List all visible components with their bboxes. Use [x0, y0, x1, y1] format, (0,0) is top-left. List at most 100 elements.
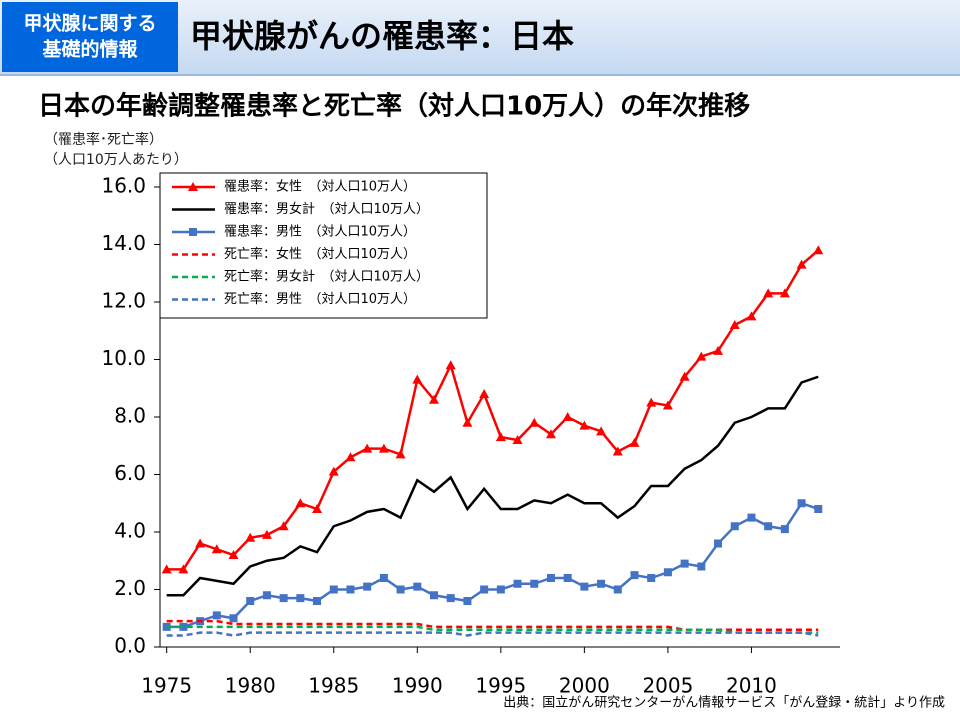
point	[714, 539, 723, 548]
point	[178, 564, 189, 574]
point	[696, 351, 707, 361]
series-line	[166, 619, 819, 631]
x-tick-label: 1995	[475, 674, 526, 698]
y-tick-label: 16.0	[101, 174, 146, 198]
point	[646, 397, 657, 407]
series-line	[166, 501, 819, 629]
y-tick-label: 8.0	[114, 404, 146, 428]
point	[463, 597, 472, 605]
badge	[2, 2, 178, 72]
point	[797, 499, 806, 508]
point	[596, 426, 607, 436]
y-axis-label: （人口10万人あたり）	[44, 152, 188, 168]
point	[729, 320, 740, 329]
point	[563, 574, 572, 582]
point	[579, 420, 590, 430]
legend-label: 死亡率：男性 （対人口10万人）	[224, 291, 416, 307]
point	[480, 585, 489, 594]
series-line	[166, 249, 820, 571]
point	[629, 437, 640, 447]
point	[479, 389, 490, 398]
point	[580, 582, 589, 591]
legend-marker	[188, 182, 198, 191]
point	[445, 360, 456, 370]
source-note: 出典：国立がん研究センターがん情報サービス「がん登録・統計」より作成	[503, 695, 945, 711]
point	[746, 311, 757, 321]
point	[713, 345, 724, 355]
y-tick-label: 2.0	[114, 576, 146, 600]
point	[513, 579, 522, 588]
point	[680, 559, 689, 568]
series-line	[166, 375, 819, 597]
point	[345, 452, 356, 462]
point	[195, 538, 206, 548]
point	[246, 597, 255, 605]
point	[496, 585, 505, 594]
x-tick-label: 2000	[559, 674, 610, 698]
legend-label: 死亡率：女性 （対人口10万人）	[224, 246, 416, 262]
point	[396, 585, 405, 594]
point	[730, 522, 739, 531]
badge-line: 基礎的情報	[41, 38, 138, 61]
point	[212, 611, 221, 620]
point	[295, 498, 306, 508]
series-line	[166, 625, 819, 634]
point	[679, 371, 690, 381]
point	[546, 574, 555, 582]
point	[630, 571, 639, 580]
point	[796, 259, 807, 269]
point	[329, 585, 338, 594]
point	[245, 532, 256, 542]
y-tick-label: 0.0	[114, 634, 146, 658]
point	[530, 579, 539, 588]
point	[363, 582, 372, 591]
point	[179, 622, 188, 631]
point	[597, 579, 606, 588]
point	[613, 585, 622, 594]
point	[764, 522, 773, 531]
chart-title: 日本の年齢調整罹患率と死亡率（対人口10万人）の年次推移	[38, 91, 750, 122]
point	[312, 504, 323, 513]
point	[747, 513, 756, 522]
point	[261, 529, 272, 539]
point	[278, 521, 289, 531]
point	[346, 585, 355, 594]
point	[495, 432, 506, 442]
point	[228, 550, 239, 559]
point	[663, 568, 672, 577]
y-tick-label: 4.0	[114, 519, 146, 543]
legend-label: 罹患率：男女計 （対人口10万人）	[224, 201, 429, 217]
y-tick-label: 10.0	[101, 346, 146, 370]
point	[662, 400, 673, 410]
point	[313, 597, 322, 605]
y-axis-label: （罹患率･死亡率）	[44, 131, 163, 148]
series-line	[166, 631, 819, 637]
point	[779, 288, 790, 298]
point	[562, 412, 573, 421]
point	[814, 505, 823, 513]
point	[529, 417, 540, 427]
point	[378, 443, 389, 453]
legend-label: 罹患率：男性 （対人口10万人）	[224, 224, 416, 240]
point	[462, 417, 473, 427]
x-tick-label: 1975	[141, 674, 192, 698]
y-tick-label: 14.0	[101, 231, 146, 255]
point	[813, 245, 824, 255]
point	[612, 446, 623, 456]
point	[430, 591, 439, 600]
badge-line: 甲状腺に関する	[23, 12, 156, 35]
point	[296, 594, 305, 603]
point	[362, 443, 373, 453]
point	[429, 394, 440, 404]
point	[647, 574, 656, 582]
legend-marker	[189, 228, 197, 236]
point	[780, 525, 789, 534]
point	[412, 374, 423, 384]
point	[697, 562, 706, 571]
point	[413, 582, 422, 591]
point	[161, 564, 172, 574]
point	[395, 449, 406, 459]
point	[512, 435, 523, 444]
point	[279, 594, 288, 603]
